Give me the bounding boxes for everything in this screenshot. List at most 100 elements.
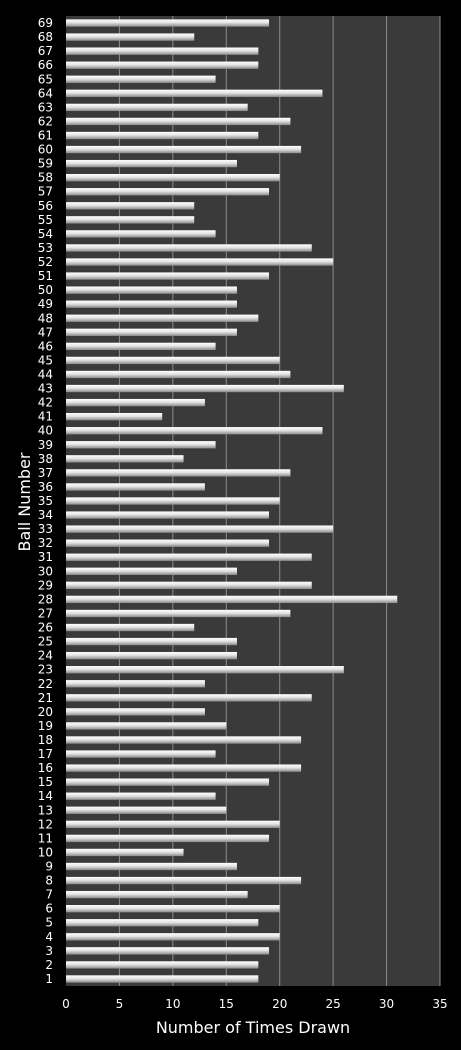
bar-ball-32 [66,539,270,547]
bar-ball-34 [66,511,270,519]
bar-ball-37 [66,469,291,477]
y-tick-label: 25 [38,635,53,649]
y-tick-label: 44 [38,367,53,381]
y-tick-label: 21 [38,691,53,705]
bar-ball-41 [66,413,163,421]
y-tick-label: 45 [38,353,53,367]
bar-ball-28 [66,595,398,604]
bar-ball-38 [66,455,184,463]
y-tick-label: 55 [38,213,53,227]
bar-ball-16 [66,764,302,772]
y-tick-label: 7 [45,888,53,902]
bar-ball-6 [66,905,280,913]
y-tick-label: 27 [38,606,53,620]
y-tick-label: 40 [38,424,53,438]
y-tick-label: 16 [38,761,53,775]
bar-ball-66 [66,61,259,69]
bar-ball-48 [66,314,259,322]
bar-ball-49 [66,300,237,308]
y-tick-label: 41 [38,410,53,424]
x-tick-label: 15 [219,997,234,1011]
y-tick-label: 1 [45,972,53,986]
bar-ball-44 [66,370,291,379]
bar-ball-53 [66,244,312,252]
bar-ball-46 [66,342,216,351]
y-tick-label: 47 [38,325,53,339]
y-tick-label: 23 [38,663,53,677]
bar-ball-42 [66,398,205,407]
y-tick-label: 10 [38,845,53,859]
y-tick-label: 50 [38,283,53,297]
y-tick-label: 48 [38,311,53,325]
bar-ball-23 [66,666,344,674]
y-tick-label: 4 [45,930,53,944]
y-tick-label: 37 [38,466,53,480]
x-tick-label: 10 [165,997,180,1011]
bar-ball-4 [66,933,280,941]
y-tick-label: 31 [38,550,53,564]
bar-ball-33 [66,525,334,533]
bar-ball-57 [66,188,270,196]
bar-ball-56 [66,202,195,210]
y-tick-label: 49 [38,297,53,311]
bar-ball-27 [66,609,291,618]
bar-ball-67 [66,47,259,55]
bar-ball-5 [66,919,259,927]
x-tick-label: 35 [432,997,447,1011]
y-tick-label: 5 [45,916,53,930]
x-tick-label: 0 [62,997,70,1011]
y-tick-label: 61 [38,128,53,142]
bar-ball-47 [66,328,237,336]
y-tick-label: 68 [38,30,53,44]
y-tick-label: 30 [38,564,53,578]
y-tick-label: 11 [38,831,53,845]
y-tick-label: 42 [38,396,53,410]
bar-ball-2 [66,961,259,969]
y-tick-label: 14 [38,789,53,803]
bar-ball-11 [66,834,270,843]
y-tick-label: 46 [38,339,53,353]
bar-ball-43 [66,384,344,393]
bar-ball-8 [66,876,302,885]
y-tick-label: 29 [38,578,53,592]
x-tick-label: 25 [326,997,341,1011]
y-tick-label: 34 [38,508,53,522]
bar-ball-59 [66,159,237,168]
y-tick-label: 36 [38,480,53,494]
bar-ball-69 [66,19,270,27]
y-tick-label: 32 [38,536,53,550]
y-tick-label: 63 [38,100,53,114]
bar-ball-14 [66,792,216,800]
bar-ball-29 [66,581,312,589]
y-tick-label: 8 [45,874,53,888]
bar-ball-17 [66,750,216,758]
bar-ball-1 [66,975,259,983]
bar-ball-10 [66,848,184,857]
y-tick-label: 59 [38,157,53,171]
bar-ball-50 [66,286,237,294]
bar-ball-68 [66,33,195,41]
y-tick-label: 52 [38,255,53,269]
y-tick-label: 53 [38,241,53,255]
y-tick-label: 43 [38,382,53,396]
y-tick-label: 69 [38,16,53,30]
y-tick-label: 20 [38,705,53,719]
y-tick-label: 3 [45,944,53,958]
y-tick-label: 33 [38,522,53,536]
bar-ball-22 [66,680,205,688]
bar-ball-21 [66,694,312,702]
y-tick-label: 6 [45,902,53,916]
bar-ball-63 [66,103,248,112]
y-tick-label: 66 [38,58,53,72]
bar-ball-61 [66,131,259,140]
y-tick-label: 58 [38,171,53,185]
y-tick-labels: 1234567891011121314151617181920212223242… [38,16,53,986]
bar-ball-35 [66,497,280,505]
y-tick-label: 19 [38,719,53,733]
bar-ball-7 [66,890,248,899]
bar-ball-15 [66,778,270,786]
y-tick-label: 56 [38,199,53,213]
bar-ball-31 [66,553,312,561]
bar-ball-64 [66,89,323,97]
